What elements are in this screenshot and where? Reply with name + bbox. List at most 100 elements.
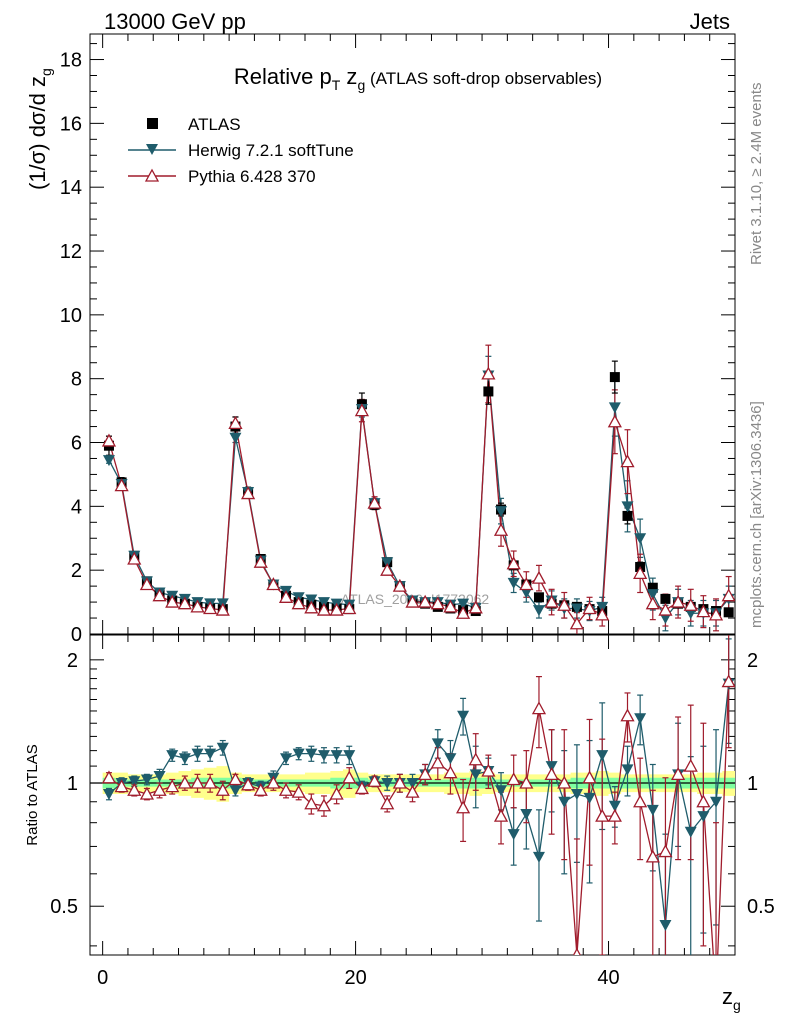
pythia-ratio-point	[443, 765, 458, 779]
main-y-ticks: 0 2 4 6 8 10 12 14 16 18	[60, 43, 735, 646]
pythia-point	[620, 454, 635, 468]
herwig-ratio-point	[710, 796, 723, 808]
pythia-point	[127, 551, 142, 565]
herwig-ratio-point	[444, 753, 457, 765]
herwig-ratio-point	[330, 750, 343, 762]
atlas-point	[647, 582, 658, 593]
herwig-ratio-point	[140, 774, 153, 786]
main-y-tick-label: 2	[71, 560, 82, 582]
ratio-y-tick-label: 2	[67, 650, 78, 672]
herwig-ratio-point	[343, 750, 356, 762]
pythia-ratio-point	[430, 755, 445, 769]
herwig-ratio-point	[305, 748, 318, 760]
pythia-point	[215, 602, 230, 616]
pythia-ratio-point	[291, 784, 306, 798]
header-category: Jets	[690, 9, 730, 34]
herwig-ratio-point	[621, 764, 634, 776]
herwig-ratio-point	[229, 785, 242, 797]
herwig-ratio-point	[292, 748, 305, 760]
pythia-point	[152, 588, 167, 602]
main-y-tick-label: 16	[60, 113, 82, 135]
ratio-y-ticks: 0.5 0.5 1 1 2 2	[50, 650, 775, 947]
herwig-ratio-point	[634, 713, 647, 725]
ratio-y-tick-label-right: 2	[747, 650, 758, 672]
herwig-point	[229, 432, 242, 444]
pythia-ratio-point	[392, 775, 407, 789]
pythia-point	[278, 589, 294, 603]
x-label-text: z	[722, 984, 733, 1009]
pythia-point	[531, 570, 547, 584]
herwig-ratio-point	[608, 800, 621, 812]
legend-label-atlas: ATLAS	[188, 115, 241, 134]
pythia-ratio-point	[101, 770, 117, 784]
herwig-ratio-point	[457, 710, 470, 722]
pythia-ratio-point	[190, 775, 205, 789]
main-panel-frame	[89, 33, 736, 635]
pythia-point	[595, 607, 610, 621]
pythia-point	[266, 577, 281, 591]
herwig-line	[108, 375, 730, 620]
pythia-ratio-point	[493, 808, 509, 822]
pythia-point	[670, 594, 686, 608]
pythia-ratio-point	[354, 781, 370, 795]
pythia-ratio-point	[342, 770, 357, 784]
herwig-ratio-point	[570, 789, 583, 801]
legend: ATLAS Herwig 7.2.1 softTune Pythia 6.428…	[128, 115, 354, 186]
pythia-point	[380, 562, 395, 576]
herwig-point	[317, 597, 330, 609]
pythia-point	[481, 366, 496, 380]
pythia-ratio-point	[114, 779, 129, 793]
herwig-ratio-point	[583, 792, 596, 804]
pythia-ratio-point	[278, 782, 294, 796]
ratio-y-tick-label: 1	[67, 773, 78, 795]
pythia-point	[493, 522, 509, 536]
pythia-point	[316, 602, 332, 616]
pythia-point	[114, 478, 129, 492]
ratio-x-label: zg	[722, 984, 741, 1013]
main-y-tick-label: 18	[60, 50, 82, 72]
herwig-ratio-point	[684, 826, 697, 838]
atlas-point	[533, 592, 544, 603]
pythia-ratio-point	[177, 775, 192, 789]
herwig-ratio-point	[697, 811, 710, 823]
legend-marker-atlas	[147, 118, 158, 129]
herwig-point	[102, 455, 115, 467]
title-sub-1: T	[332, 77, 341, 93]
main-y-tick-label: 4	[71, 496, 82, 518]
herwig-ratio-point	[520, 809, 533, 821]
herwig-ratio-point	[507, 829, 520, 841]
pythia-point	[544, 594, 559, 608]
pythia-point	[633, 566, 648, 580]
main-y-label: (1/σ) dσ/d zg	[25, 68, 54, 190]
main-data	[101, 344, 735, 634]
pythia-ratio-point	[367, 773, 382, 787]
pythia-ratio-point	[203, 775, 218, 789]
herwig-ratio-point	[381, 778, 394, 790]
pythia-line	[108, 373, 730, 625]
pythia-ratio-point	[316, 798, 332, 812]
pythia-ratio-point	[633, 794, 648, 808]
atlas-point	[723, 607, 734, 618]
legend-marker-pythia	[144, 168, 160, 182]
pythia-ratio-point	[544, 767, 559, 781]
pythia-ratio-point	[721, 674, 735, 688]
pythia-point	[228, 416, 243, 430]
herwig-ratio-point	[596, 750, 609, 762]
ratio-y-tick-label-right: 0.5	[747, 896, 775, 918]
pythia-ratio-point	[710, 991, 722, 1002]
ratio-data	[101, 635, 735, 1002]
herwig-point	[507, 577, 520, 589]
plot-title: Relative pT zg (ATLAS soft-drop observab…	[234, 64, 602, 93]
title-part-2: z	[340, 64, 357, 89]
herwig-point	[596, 601, 609, 613]
pythia-point	[203, 601, 218, 615]
main-y-tick-label: 12	[60, 241, 82, 263]
main-x-ticks	[102, 34, 736, 634]
pythia-ratio-point	[468, 752, 483, 766]
pythia-ratio-point	[329, 786, 344, 800]
pythia-ratio-point	[127, 782, 142, 796]
herwig-point	[621, 501, 634, 513]
pythia-ratio-point	[240, 777, 256, 791]
pythia-point	[253, 554, 268, 568]
main-y-tick-label: 6	[71, 433, 82, 455]
